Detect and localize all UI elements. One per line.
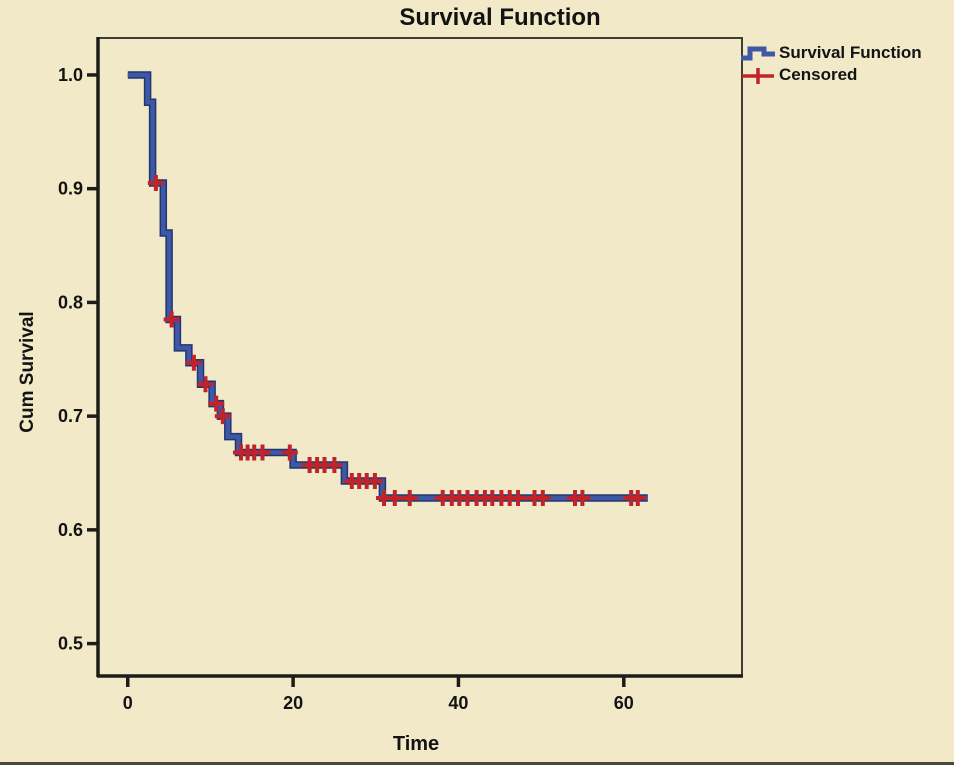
censored-marker	[386, 490, 403, 506]
x-tick-label: 0	[123, 693, 133, 713]
censored-marker	[214, 408, 231, 425]
survival-curve-outline	[127, 71, 648, 502]
censored-marker	[208, 395, 225, 412]
censored-marker	[401, 490, 418, 506]
censored-marker	[197, 376, 214, 393]
x-axis-title: Time	[392, 733, 440, 755]
legend-label-survival-function: Survival Function	[779, 43, 922, 62]
y-tick-label: 0.6	[58, 520, 83, 540]
plus-marker-icon	[742, 68, 774, 84]
censored-marker	[185, 354, 202, 371]
censored-marker	[629, 490, 646, 506]
censored-marker	[147, 175, 164, 191]
x-tick-label: 20	[283, 693, 303, 713]
legend-item-censored: Censored	[740, 64, 922, 86]
y-axis-title: Cum Survival	[17, 311, 38, 433]
survival-curve	[127, 72, 648, 501]
censored-marker	[326, 457, 343, 473]
censored-marker	[281, 444, 298, 461]
legend: Survival Function Censored	[740, 42, 922, 86]
scan-bottom-edge	[0, 762, 954, 765]
y-tick-label: 0.8	[58, 292, 83, 312]
censored-marker	[510, 490, 526, 506]
x-tick-label: 40	[448, 693, 468, 713]
y-tick-label: 0.7	[58, 406, 83, 426]
censored-marker	[534, 490, 551, 506]
y-tick-label: 1.0	[58, 65, 83, 85]
chart-title: Survival Function	[399, 4, 601, 31]
legend-item-survival-function: Survival Function	[740, 42, 922, 64]
x-tick-label: 60	[614, 693, 634, 713]
censored-marker	[366, 473, 383, 489]
step-line-icon	[741, 46, 775, 61]
legend-label-censored: Censored	[779, 65, 858, 84]
censored-marker	[574, 490, 591, 506]
y-tick-label: 0.5	[58, 634, 83, 654]
y-tick-label: 0.9	[58, 179, 83, 199]
censored-marker	[254, 444, 271, 461]
censored-marker	[163, 311, 180, 328]
